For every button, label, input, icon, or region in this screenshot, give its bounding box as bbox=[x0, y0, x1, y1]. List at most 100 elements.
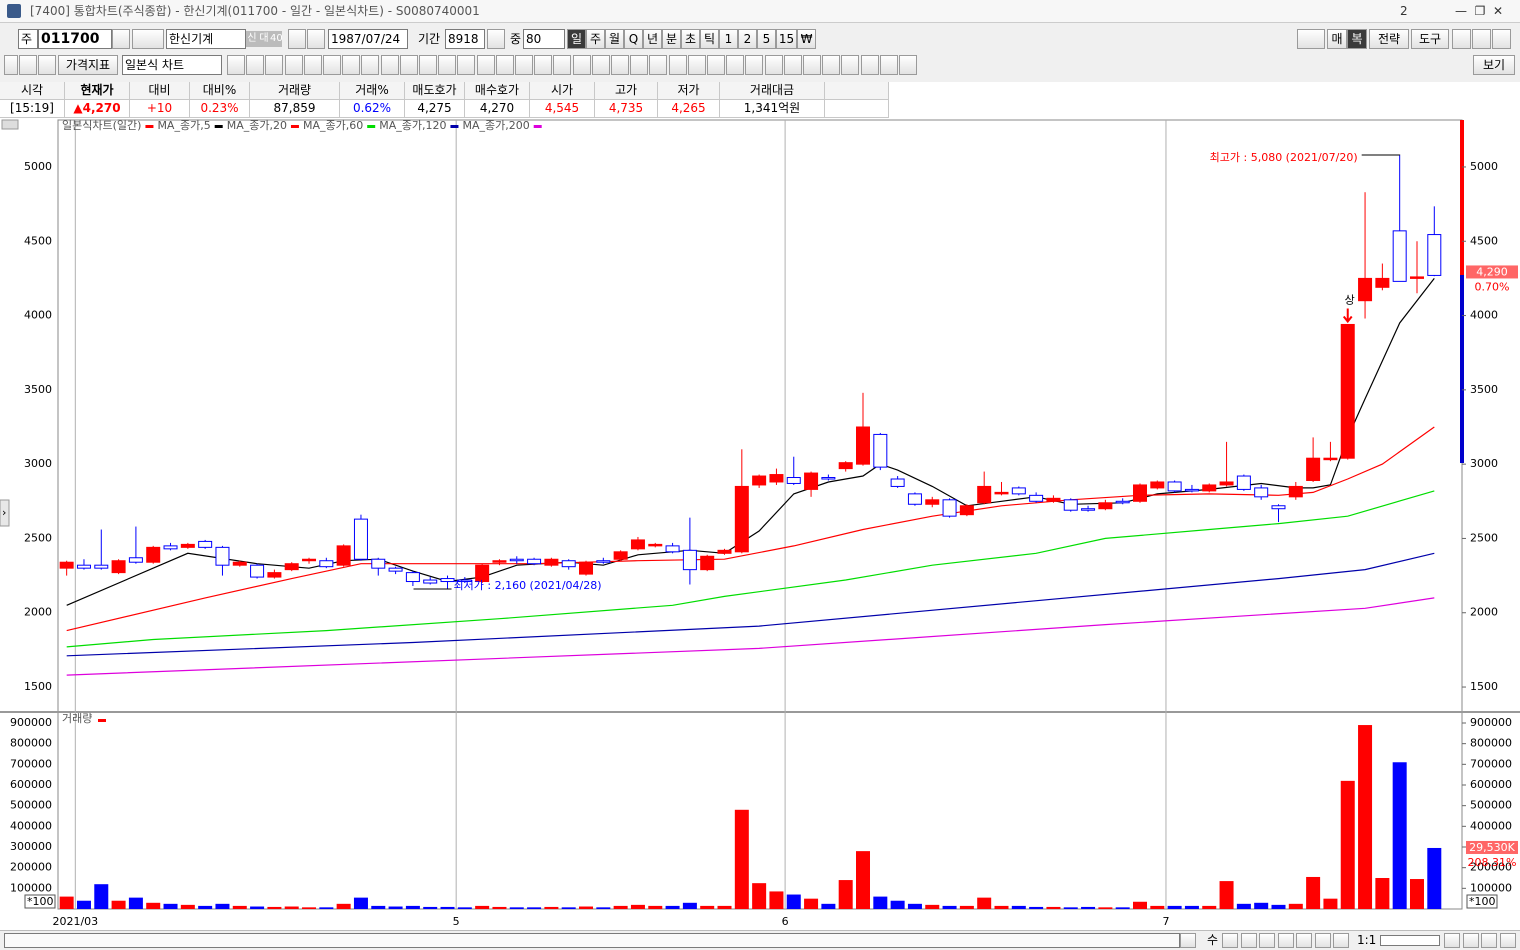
tool-icon[interactable] bbox=[591, 55, 610, 75]
unit-button[interactable]: 1 bbox=[719, 29, 738, 49]
tool-icon[interactable] bbox=[361, 55, 380, 75]
status-icon[interactable] bbox=[1277, 933, 1294, 948]
tool-icon[interactable] bbox=[303, 55, 322, 75]
indicator-button[interactable]: 가격지표 bbox=[58, 55, 118, 75]
tool-icon[interactable] bbox=[438, 55, 457, 75]
tool-icon[interactable] bbox=[668, 55, 687, 75]
tool-icon[interactable] bbox=[611, 55, 629, 75]
icon[interactable] bbox=[1492, 29, 1511, 49]
icon[interactable] bbox=[487, 29, 505, 49]
tool-icon[interactable] bbox=[630, 55, 649, 75]
tool-icon[interactable] bbox=[399, 55, 418, 75]
tool-icon[interactable] bbox=[745, 55, 764, 75]
tool-icon[interactable] bbox=[726, 55, 745, 75]
volume-bar bbox=[509, 907, 524, 909]
tool-icon[interactable] bbox=[419, 55, 437, 75]
unit-button[interactable]: 초 bbox=[681, 29, 700, 49]
count-box[interactable]: 80 bbox=[523, 29, 565, 49]
icon[interactable] bbox=[19, 55, 37, 75]
y-tick-label: 5000 bbox=[24, 160, 52, 173]
nav-btn[interactable] bbox=[307, 29, 325, 49]
status-icon[interactable] bbox=[1499, 933, 1516, 948]
icon[interactable] bbox=[1297, 29, 1325, 49]
tool-icon[interactable] bbox=[323, 55, 341, 75]
tool-icon[interactable] bbox=[342, 55, 361, 75]
unit-button[interactable]: 분 bbox=[662, 29, 681, 49]
tool-icon[interactable] bbox=[841, 55, 860, 75]
tool-icon[interactable] bbox=[572, 55, 591, 75]
tool-icon[interactable] bbox=[764, 55, 783, 75]
tool-icon[interactable] bbox=[515, 55, 533, 75]
candle-body bbox=[630, 539, 645, 550]
tool-icon[interactable] bbox=[476, 55, 495, 75]
tool-icon[interactable] bbox=[783, 55, 802, 75]
name-box[interactable]: 한신기계 bbox=[166, 29, 246, 49]
status-icon[interactable] bbox=[1481, 933, 1497, 948]
unit-button[interactable]: 2 bbox=[738, 29, 757, 49]
status-icon[interactable] bbox=[1222, 933, 1238, 948]
unit-button[interactable]: 틱 bbox=[700, 29, 719, 49]
scroll-track[interactable] bbox=[4, 933, 1180, 948]
tool-icon[interactable] bbox=[822, 55, 841, 75]
tool-icon[interactable] bbox=[265, 55, 284, 75]
status-icon[interactable] bbox=[1462, 933, 1479, 948]
unit-button[interactable]: 월 bbox=[605, 29, 624, 49]
chart-kind-box[interactable]: 일본식 차트 bbox=[122, 55, 222, 75]
status-icon[interactable] bbox=[1296, 933, 1312, 948]
view-button[interactable]: 보기 bbox=[1473, 55, 1515, 75]
volume-bar bbox=[682, 902, 697, 909]
market-box[interactable]: 주 bbox=[18, 29, 38, 49]
tool-icon[interactable] bbox=[284, 55, 303, 75]
icon[interactable] bbox=[1472, 29, 1491, 49]
scroll-btn[interactable] bbox=[1180, 933, 1196, 948]
status-icon[interactable] bbox=[1333, 933, 1349, 948]
nav-btn[interactable] bbox=[288, 29, 306, 49]
right-button[interactable]: 복 bbox=[1347, 29, 1367, 49]
candle-body bbox=[1184, 488, 1199, 492]
icon[interactable] bbox=[112, 29, 130, 49]
window-controls[interactable]: — ❐ ✕ bbox=[1455, 4, 1504, 18]
tool-icon[interactable] bbox=[457, 55, 476, 75]
tool-icon[interactable] bbox=[899, 55, 917, 75]
volume-bar bbox=[1029, 906, 1044, 909]
volume-bar bbox=[1409, 879, 1424, 909]
unit-button[interactable]: 일 bbox=[567, 29, 586, 49]
tool-icon[interactable] bbox=[803, 55, 821, 75]
tool-icon[interactable] bbox=[553, 55, 572, 75]
unit-button[interactable]: 15 bbox=[776, 29, 797, 49]
status-icon[interactable] bbox=[1444, 933, 1460, 948]
tool-icon[interactable] bbox=[380, 55, 399, 75]
icon[interactable] bbox=[132, 29, 164, 49]
icon[interactable] bbox=[4, 55, 18, 75]
period-box[interactable]: 8918 bbox=[445, 29, 485, 49]
icon[interactable] bbox=[1452, 29, 1471, 49]
table-header: 매수호가 bbox=[465, 82, 530, 100]
tool-icon[interactable] bbox=[687, 55, 706, 75]
status-icon[interactable] bbox=[1240, 933, 1257, 948]
right-button[interactable]: 전략 bbox=[1369, 29, 1409, 49]
unit-button[interactable]: ₩ bbox=[797, 29, 816, 49]
status-icon[interactable] bbox=[1314, 933, 1331, 948]
zoom-track[interactable] bbox=[1380, 935, 1440, 946]
tool-icon[interactable] bbox=[495, 55, 514, 75]
date-box[interactable]: 1987/07/24 bbox=[328, 29, 408, 49]
tool-icon[interactable] bbox=[707, 55, 725, 75]
icon[interactable] bbox=[38, 55, 56, 75]
unit-button[interactable]: 주 bbox=[586, 29, 605, 49]
status-icon[interactable] bbox=[1259, 933, 1275, 948]
tool-icon[interactable] bbox=[246, 55, 265, 75]
candle-body bbox=[873, 433, 888, 468]
volume-bar bbox=[873, 896, 888, 909]
unit-button[interactable]: Q bbox=[624, 29, 643, 49]
tool-icon[interactable] bbox=[879, 55, 898, 75]
right-button[interactable]: 도구 bbox=[1411, 29, 1449, 49]
unit-button[interactable]: 5 bbox=[757, 29, 776, 49]
unit-button[interactable]: 년 bbox=[643, 29, 662, 49]
tool-icon[interactable] bbox=[649, 55, 668, 75]
tool-icon[interactable] bbox=[534, 55, 553, 75]
price-marker-label: 4,290 bbox=[1476, 265, 1508, 278]
right-button[interactable]: 매 bbox=[1327, 29, 1347, 49]
code-box[interactable]: 011700 bbox=[38, 29, 112, 49]
tool-icon[interactable] bbox=[860, 55, 879, 75]
tool-icon[interactable] bbox=[227, 55, 245, 75]
